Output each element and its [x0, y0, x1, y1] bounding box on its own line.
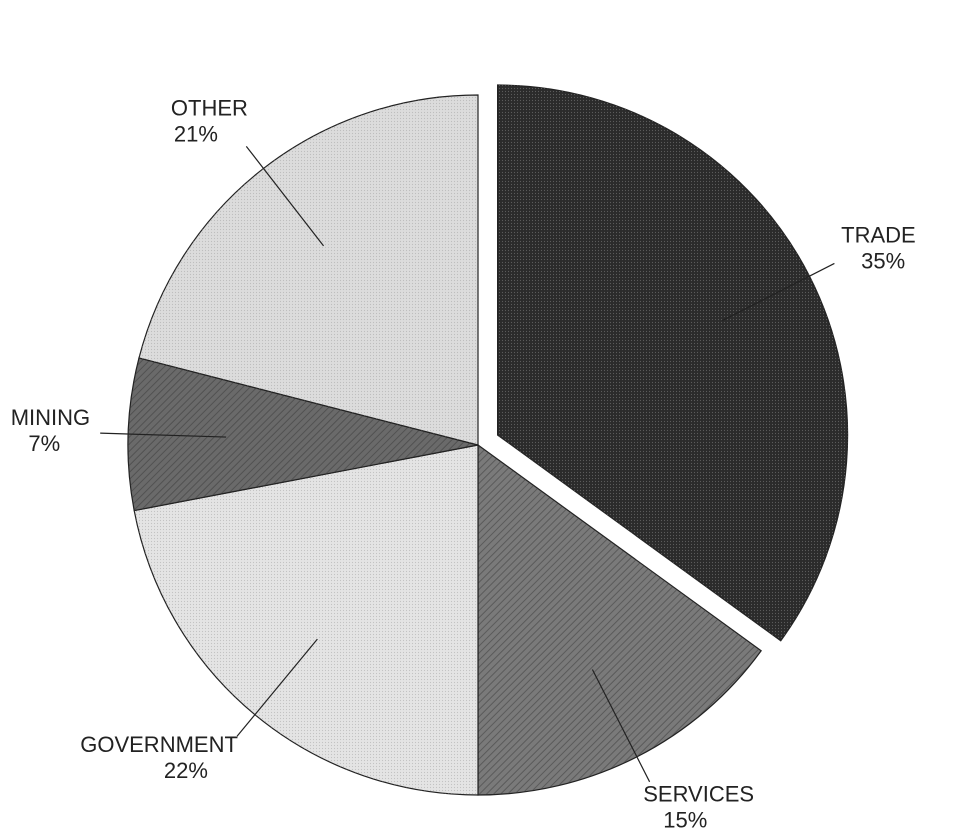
slice-label: SERVICES	[643, 781, 754, 806]
leader-line	[721, 262, 835, 322]
slice-value-label: 15%	[663, 807, 707, 832]
slice-value-label: 35%	[861, 249, 905, 274]
slice-label: TRADE	[841, 223, 916, 248]
slice-label: GOVERNMENT	[80, 732, 238, 757]
slice-label: OTHER	[171, 95, 248, 120]
leader-line	[245, 145, 325, 247]
slice-label: MINING	[11, 405, 90, 430]
leader-line	[236, 638, 318, 737]
slice-value-label: 21%	[174, 121, 218, 146]
slice-value-label: 7%	[28, 431, 60, 456]
leader-line	[591, 669, 651, 783]
slice-value-label: 22%	[164, 758, 208, 783]
